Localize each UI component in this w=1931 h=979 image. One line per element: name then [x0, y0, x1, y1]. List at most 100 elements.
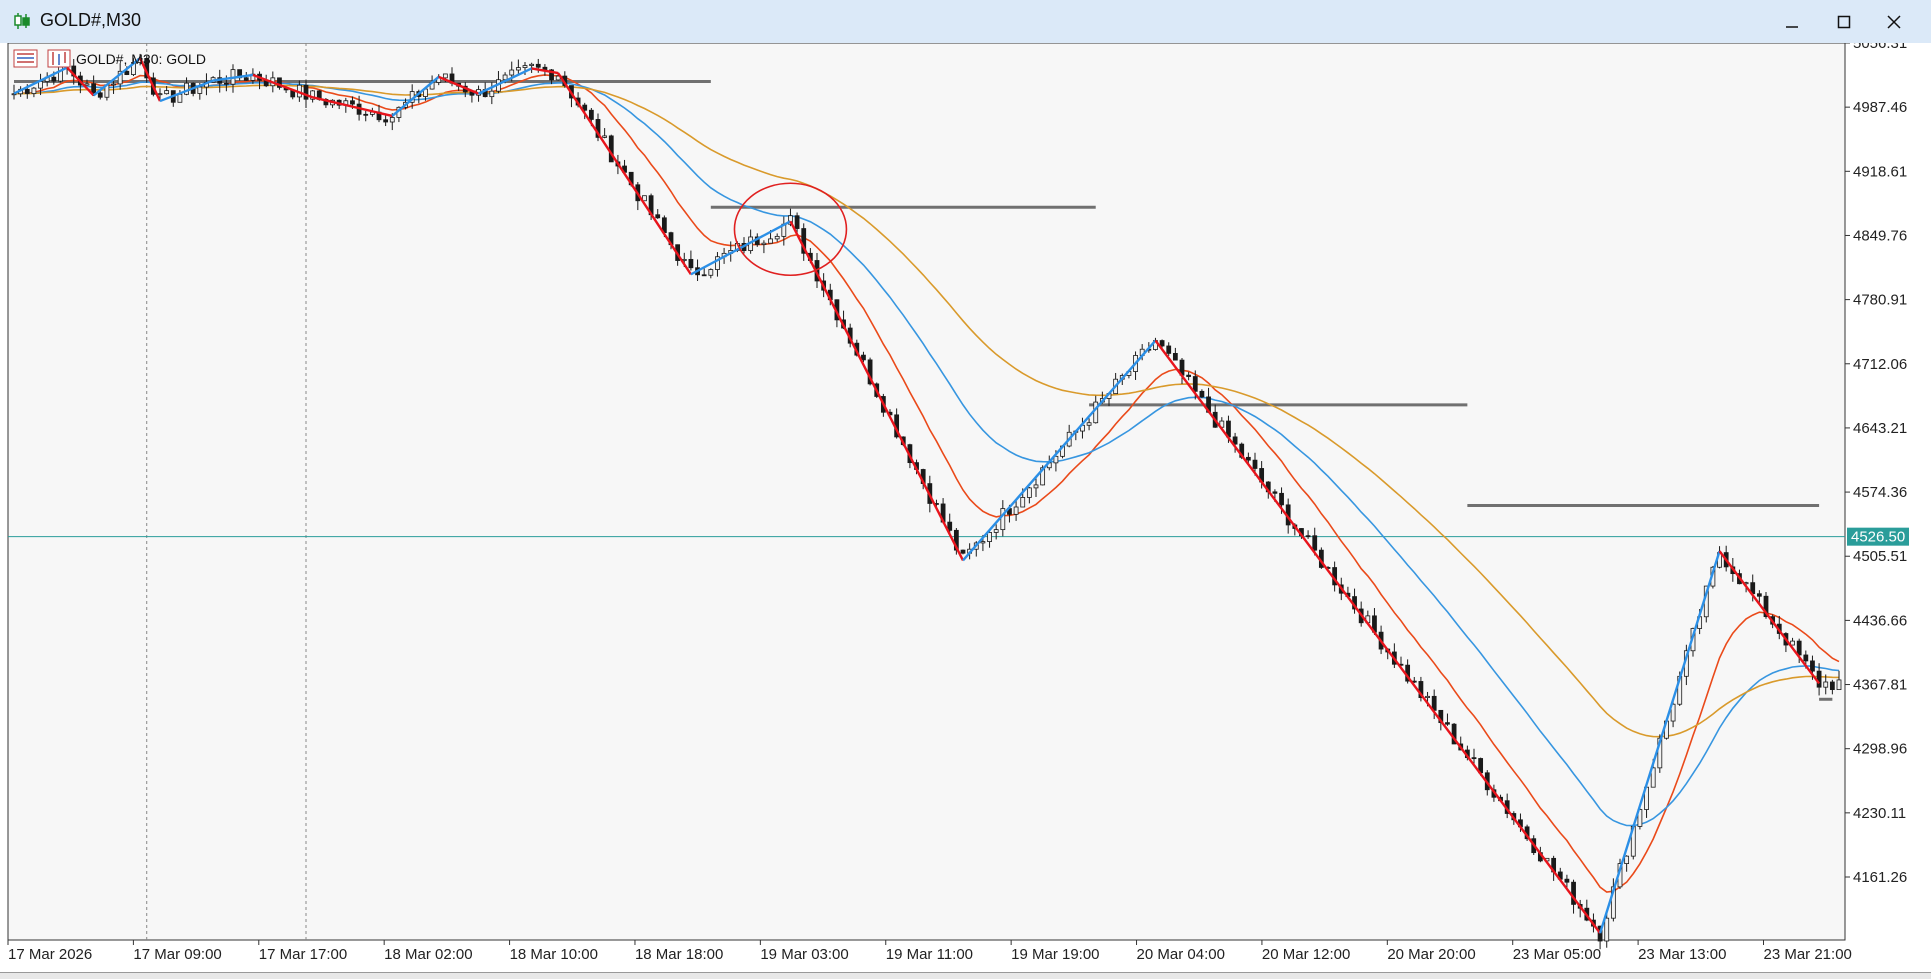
zigzag-segment [66, 66, 95, 97]
candle [31, 86, 37, 98]
y-tick-label: 4780.91 [1853, 292, 1907, 309]
y-tick-label: 4574.36 [1853, 484, 1907, 501]
candle [1756, 590, 1762, 604]
chart-header-label: GOLD#, M30: GOLD [76, 51, 206, 67]
x-tick-label: 20 Mar 20:00 [1387, 946, 1475, 963]
chart-window[interactable]: 4526.50 5056.31 4987.46 4918.61 4849.76 4780… [0, 43, 1931, 973]
candle [642, 195, 647, 202]
candle [97, 90, 103, 100]
x-tick-label: 19 Mar 03:00 [760, 946, 848, 963]
zigzag-segment [139, 57, 162, 102]
candle [1172, 347, 1178, 361]
candle [84, 79, 90, 86]
y-tick-label: 4230.11 [1853, 805, 1906, 822]
close-icon [1887, 15, 1901, 29]
candle [1166, 342, 1172, 356]
minimize-button[interactable] [1770, 6, 1814, 38]
x-tick-label: 23 Mar 13:00 [1638, 946, 1726, 963]
candle [602, 128, 608, 139]
current-price-tag: 4526.50 [1847, 527, 1909, 546]
y-tick-label: 4643.21 [1853, 420, 1907, 437]
candle [794, 212, 800, 236]
x-tick-label: 20 Mar 12:00 [1262, 946, 1350, 963]
candle [164, 86, 170, 95]
window-title: GOLD#,M30 [40, 10, 142, 30]
y-tick-label: 4161.26 [1853, 869, 1907, 886]
candle [363, 110, 369, 122]
ma-fast-line [13, 74, 1840, 893]
minimize-icon [1786, 26, 1798, 28]
candle [1624, 855, 1630, 872]
y-tick-label: 5056.31 [1853, 43, 1907, 52]
zigzag-segment [1598, 550, 1721, 934]
candle [117, 63, 123, 90]
candle [389, 113, 395, 131]
zigzag-segment [13, 66, 68, 95]
candle [947, 513, 953, 536]
price-chart[interactable]: 4526.50 5056.31 4987.46 4918.61 4849.76 4780… [0, 43, 1931, 973]
candle [1445, 713, 1450, 726]
candle [1823, 674, 1829, 695]
candle [1305, 530, 1311, 539]
candle [1829, 679, 1835, 695]
x-tick-label: 19 Mar 11:00 [886, 946, 973, 963]
ma-slow-line [13, 84, 1840, 738]
maximize-button[interactable] [1822, 6, 1866, 38]
candle [529, 62, 535, 73]
candle [1790, 637, 1795, 646]
zigzag-segment [92, 57, 141, 97]
zigzag-segment [212, 73, 254, 82]
x-tick-label: 20 Mar 04:00 [1137, 946, 1225, 963]
current-price-label: 4526.50 [1851, 529, 1905, 546]
candle [1033, 475, 1039, 498]
y-tick-label: 4298.96 [1853, 741, 1907, 758]
candlestick-chart-icon [14, 13, 30, 29]
zigzag-segment [252, 73, 314, 99]
candle [1199, 389, 1205, 399]
candle [708, 268, 714, 279]
candle [1564, 874, 1570, 889]
x-tick-label: 17 Mar 09:00 [133, 946, 221, 963]
candle [91, 75, 97, 97]
candle [701, 268, 707, 277]
zigzag-segment [789, 220, 965, 561]
candle [688, 250, 694, 271]
zigzag-segment [478, 67, 533, 95]
candle [11, 84, 17, 100]
zigzag-segment [531, 67, 559, 75]
candle [1013, 500, 1019, 521]
y-tick-label: 4436.66 [1853, 612, 1907, 629]
candle [1026, 486, 1032, 504]
x-tick-label: 23 Mar 21:00 [1763, 946, 1851, 963]
x-tick-label: 23 Mar 05:00 [1513, 946, 1601, 963]
trade-panel-icon[interactable] [13, 49, 38, 68]
candle [861, 351, 866, 363]
y-tick-label: 4712.06 [1853, 356, 1907, 373]
candle [1000, 500, 1006, 537]
zigzag-segment [1718, 550, 1821, 685]
chart-type-icon[interactable] [47, 49, 71, 68]
candle [383, 114, 389, 127]
y-tick-label: 4367.81 [1853, 677, 1907, 694]
zigzag-segment [391, 75, 440, 117]
annotation-circle[interactable] [733, 182, 848, 277]
zigzag-segment [690, 220, 792, 276]
candle [960, 549, 966, 555]
candle [715, 252, 720, 277]
candle [655, 209, 661, 219]
zigzag-segment [159, 79, 214, 103]
close-button[interactable] [1872, 6, 1916, 38]
candle [111, 80, 116, 94]
candle [993, 524, 999, 540]
candle [1836, 670, 1842, 691]
y-tick-label: 4987.46 [1853, 99, 1907, 116]
zigzag-segment [312, 96, 393, 118]
x-tick-label: 18 Mar 02:00 [384, 946, 472, 963]
zigzag-segment [557, 72, 692, 276]
tab-strip [0, 972, 1931, 979]
x-tick-label: 17 Mar 17:00 [259, 946, 347, 963]
maximize-icon [1837, 15, 1851, 29]
candle [1159, 339, 1165, 348]
candle [515, 59, 521, 74]
candle [582, 102, 588, 120]
